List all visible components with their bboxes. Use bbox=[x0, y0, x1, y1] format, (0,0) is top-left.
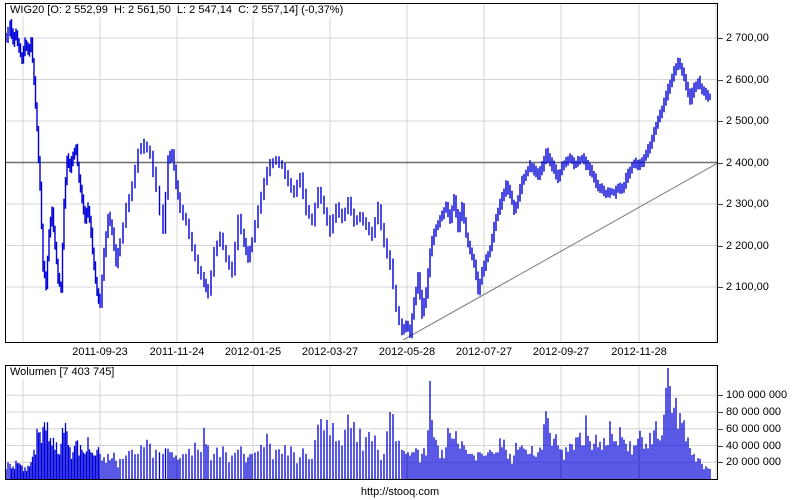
date-axis-label: 2012-05-28 bbox=[378, 346, 436, 358]
volume-bars bbox=[6, 368, 711, 479]
volume-axis-tick bbox=[718, 462, 723, 464]
price-axis-tick bbox=[718, 287, 723, 288]
price-axis-tick bbox=[718, 162, 723, 164]
price-axis-label: 2 300,00 bbox=[726, 198, 769, 210]
price-axis-tick bbox=[718, 38, 723, 39]
date-axis-label: 2012-09-27 bbox=[532, 346, 590, 358]
trend-line bbox=[402, 162, 717, 341]
date-axis-label: 2011-11-24 bbox=[149, 346, 205, 358]
footer-url: http://stooq.com bbox=[360, 486, 440, 498]
volume-chart-panel: Wolumen [7 403 745] bbox=[5, 365, 718, 480]
volume-axis-label: 40 000 000 bbox=[726, 439, 782, 452]
volume-axis-label: 20 000 000 bbox=[726, 456, 782, 469]
price-axis-label: 2 700,00 bbox=[726, 32, 769, 44]
price-chart-canvas bbox=[6, 4, 717, 342]
volume-axis-tick bbox=[718, 412, 723, 413]
date-axis-label: 2012-03-27 bbox=[301, 346, 359, 358]
price-bars bbox=[6, 19, 711, 339]
chart-title: WIG20 [O: 2 552,99 H: 2 561,50 L: 2 547,… bbox=[8, 4, 346, 17]
price-axis-tick bbox=[718, 204, 723, 205]
price-axis-tick bbox=[718, 121, 723, 122]
volume-axis-tick bbox=[718, 395, 723, 397]
volume-axis-label: 100 000 000 bbox=[726, 389, 788, 402]
volume-axis-tick bbox=[718, 428, 723, 430]
price-chart-panel: WIG20 [O: 2 552,99 H: 2 561,50 L: 2 547,… bbox=[5, 3, 718, 343]
date-axis-label: 2011-09-23 bbox=[72, 346, 128, 358]
volume-axis-label: 80 000 000 bbox=[726, 406, 782, 418]
volume-label: Wolumen [7 403 745] bbox=[8, 366, 117, 379]
price-axis-tick bbox=[718, 79, 723, 81]
volume-chart-canvas bbox=[6, 366, 717, 479]
volume-axis-tick bbox=[718, 445, 723, 447]
price-axis-label: 2 400,00 bbox=[726, 156, 769, 169]
price-axis-label: 2 600,00 bbox=[726, 73, 769, 86]
price-axis-label: 2 500,00 bbox=[726, 115, 769, 127]
date-axis-label: 2012-01-25 bbox=[224, 346, 282, 358]
price-axis-tick bbox=[718, 245, 723, 247]
date-axis-label: 2012-11-28 bbox=[611, 346, 667, 358]
volume-axis-label: 60 000 000 bbox=[726, 422, 782, 435]
price-axis-label: 2 200,00 bbox=[726, 239, 769, 252]
date-axis-label: 2012-07-27 bbox=[455, 346, 513, 358]
price-axis-label: 2 100,00 bbox=[726, 281, 769, 293]
